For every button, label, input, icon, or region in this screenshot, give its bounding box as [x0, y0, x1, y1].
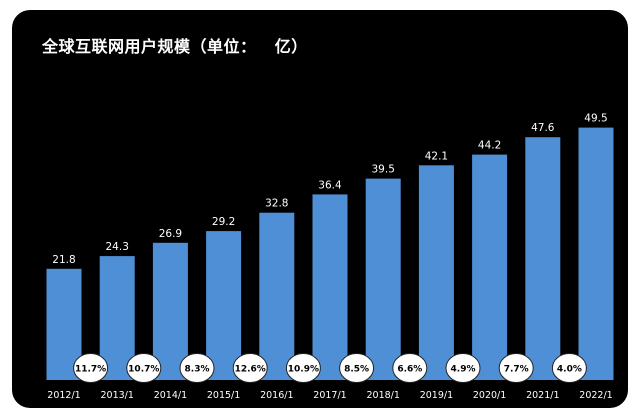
growth-bubble-6 — [339, 353, 375, 383]
growth-rate-label-2: 10.7% — [128, 365, 159, 375]
bar-chart: 21.8 2012/1 24.3 2013/1 26.9 2014/1 29.2 2015/1… — [46, 113, 614, 401]
bar-2013/1 — [99, 256, 135, 380]
x-tick-label-2012/1: 2012/1 — [47, 390, 80, 401]
bar-2022/1 — [578, 127, 614, 380]
value-label-2012/1: 21.8 — [52, 254, 75, 266]
value-label-2021/1: 47.6 — [531, 122, 555, 134]
bar-2021/1 — [525, 137, 561, 380]
growth-bubble-9 — [498, 353, 534, 383]
bar-2019/1 — [418, 165, 454, 380]
value-label-2016/1: 32.8 — [265, 198, 288, 210]
bar-2015/1 — [206, 231, 242, 380]
bar-2020/1 — [472, 154, 508, 380]
growth-rate-label-7: 6.6% — [397, 365, 422, 375]
value-label-2020/1: 44.2 — [478, 140, 501, 152]
x-tick-label-2021/1: 2021/1 — [526, 390, 559, 401]
value-label-2017/1: 36.4 — [318, 179, 342, 191]
x-tick-label-2015/1: 2015/1 — [207, 390, 240, 401]
growth-rate-label-3: 8.3% — [185, 365, 210, 375]
growth-bubble-1 — [73, 353, 109, 383]
growth-rate-label-1: 11.7% — [75, 365, 106, 375]
growth-bubble-4 — [232, 353, 268, 383]
x-tick-label-2022/1: 2022/1 — [579, 390, 612, 401]
growth-bubble-2 — [126, 353, 162, 383]
x-tick-label-2014/1: 2014/1 — [154, 390, 187, 401]
growth-bubble-10 — [551, 353, 587, 383]
bar-2017/1 — [312, 194, 348, 380]
value-label-2018/1: 39.5 — [372, 164, 395, 176]
value-label-2014/1: 26.9 — [159, 228, 182, 240]
bar-2016/1 — [259, 212, 295, 380]
x-tick-label-2018/1: 2018/1 — [366, 390, 399, 401]
growth-rate-label-9: 7.7% — [504, 365, 529, 375]
growth-rate-label-4: 12.6% — [235, 365, 266, 375]
value-label-2013/1: 24.3 — [106, 241, 129, 253]
x-tick-label-2019/1: 2019/1 — [420, 390, 453, 401]
value-label-2019/1: 42.1 — [425, 150, 448, 162]
chart-panel: 全球互联网用户规模（单位： 亿） 21.8 2012/1 24.3 2013/1 26.… — [12, 10, 628, 408]
value-label-2022/1: 49.5 — [584, 113, 607, 125]
chart-title: 全球互联网用户规模（单位： 亿） — [42, 37, 308, 56]
growth-rate-label-10: 4.0% — [557, 365, 582, 375]
growth-bubble-5 — [285, 353, 321, 383]
x-tick-label-2013/1: 2013/1 — [100, 390, 133, 401]
x-tick-label-2016/1: 2016/1 — [260, 390, 293, 401]
bar-2018/1 — [365, 178, 401, 380]
x-tick-label-2020/1: 2020/1 — [473, 390, 506, 401]
growth-rate-label-5: 10.9% — [288, 365, 319, 375]
x-tick-label-2017/1: 2017/1 — [313, 390, 346, 401]
bar-2014/1 — [152, 242, 188, 380]
value-label-2015/1: 29.2 — [212, 216, 235, 228]
growth-bubble-3 — [179, 353, 215, 383]
growth-bubble-7 — [392, 353, 428, 383]
growth-rate-label-6: 8.5% — [344, 365, 369, 375]
growth-bubble-8 — [445, 353, 481, 383]
growth-rate-label-8: 4.9% — [451, 365, 476, 375]
